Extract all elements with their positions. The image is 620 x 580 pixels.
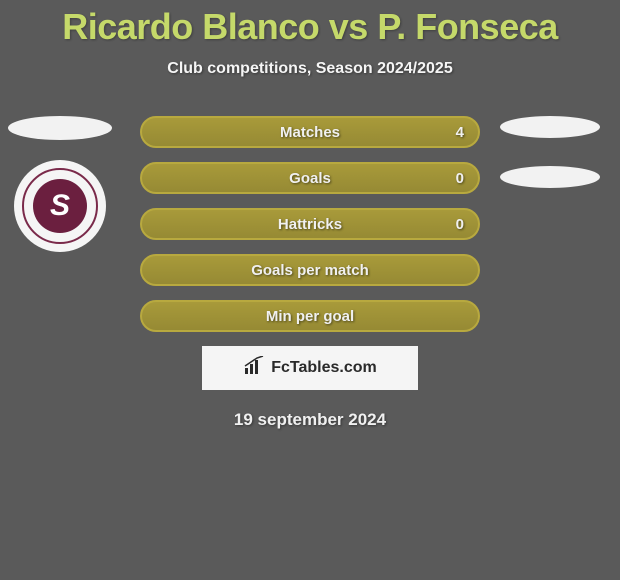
stat-label: Min per goal	[266, 308, 354, 325]
stat-label: Matches	[280, 124, 340, 141]
stat-value-right: 0	[456, 170, 464, 187]
page-title: Ricardo Blanco vs P. Fonseca	[0, 0, 620, 48]
player-right-placeholder-1	[500, 116, 600, 138]
stat-value-right: 4	[456, 124, 464, 141]
right-column	[500, 116, 600, 188]
club-logo-letter: S	[33, 179, 87, 233]
date-text: 19 september 2024	[0, 410, 620, 430]
stat-bar-goals-per-match: Goals per match	[140, 254, 480, 286]
club-logo: S	[14, 160, 106, 252]
player-left-placeholder	[8, 116, 112, 140]
brand-text: FcTables.com	[271, 359, 377, 377]
stat-bar-matches: Matches 4	[140, 116, 480, 148]
stat-label: Goals	[289, 170, 331, 187]
comparison-panel: S Matches 4 Goals 0 Hattricks 0 Goals pe…	[0, 116, 620, 430]
subtitle: Club competitions, Season 2024/2025	[0, 60, 620, 78]
club-logo-ring: S	[22, 168, 98, 244]
stat-value-right: 0	[456, 216, 464, 233]
stat-bar-min-per-goal: Min per goal	[140, 300, 480, 332]
stat-bar-hattricks: Hattricks 0	[140, 208, 480, 240]
stat-label: Goals per match	[251, 262, 369, 279]
stat-bars: Matches 4 Goals 0 Hattricks 0 Goals per …	[140, 116, 480, 332]
left-column: S	[8, 116, 128, 252]
player-right-placeholder-2	[500, 166, 600, 188]
stat-bar-goals: Goals 0	[140, 162, 480, 194]
chart-icon	[243, 356, 267, 381]
brand-box: FcTables.com	[202, 346, 418, 390]
stat-label: Hattricks	[278, 216, 342, 233]
